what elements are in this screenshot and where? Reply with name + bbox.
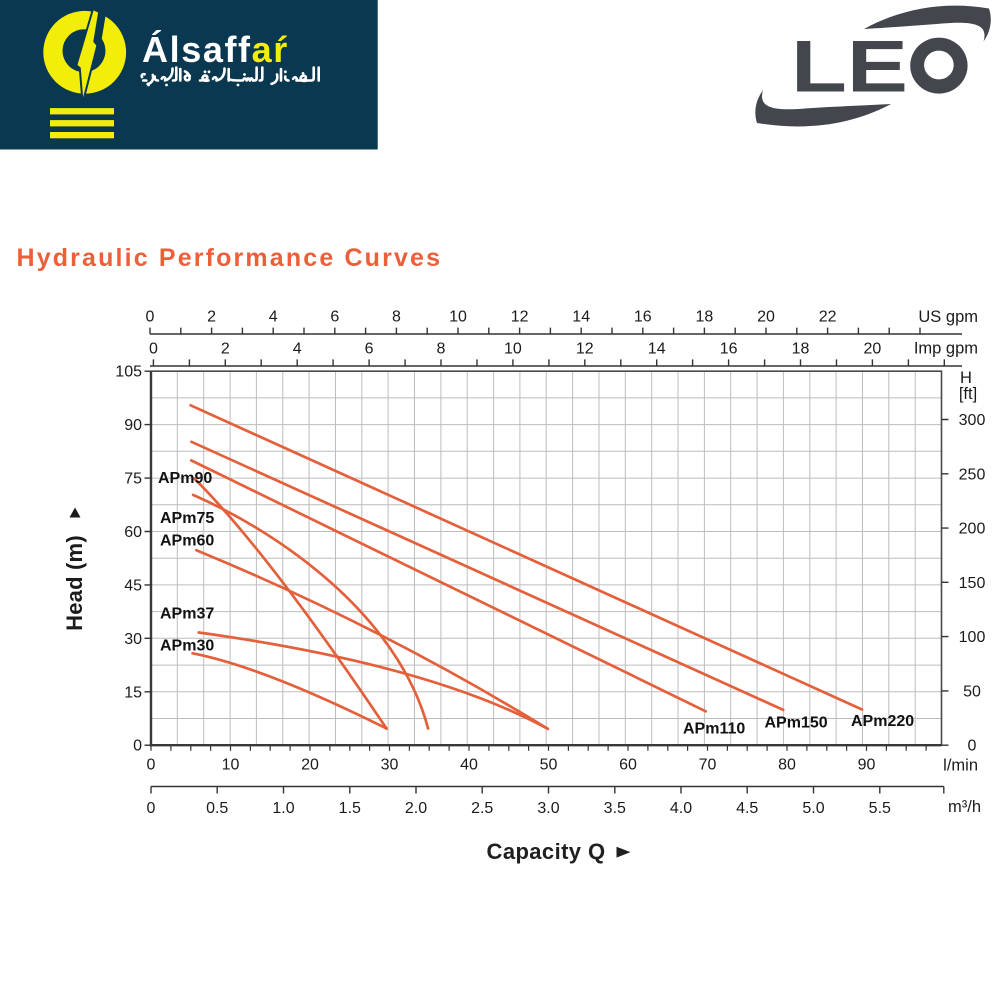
svg-text:[ft]: [ft] [959,385,977,403]
svg-text:0: 0 [146,309,155,326]
svg-text:50: 50 [540,757,558,774]
svg-text:APm75: APm75 [160,510,214,527]
svg-text:0: 0 [968,738,977,755]
svg-text:80: 80 [778,757,796,774]
svg-text:Capacity Q: Capacity Q [487,839,606,864]
svg-text:105: 105 [115,364,142,381]
svg-text:18: 18 [792,341,810,358]
svg-text:US gpm: US gpm [918,308,978,326]
svg-text:14: 14 [572,309,590,326]
svg-text:8: 8 [392,309,401,326]
svg-text:16: 16 [720,341,738,358]
svg-text:12: 12 [576,341,594,358]
svg-text:H: H [960,369,972,387]
svg-text:15: 15 [124,684,142,701]
svg-text:30: 30 [124,631,142,648]
svg-text:60: 60 [124,524,142,541]
svg-text:APm150: APm150 [765,715,828,732]
svg-text:22: 22 [819,309,837,326]
svg-text:16: 16 [634,309,652,326]
svg-text:0: 0 [133,738,142,755]
svg-text:APm110: APm110 [683,721,745,738]
svg-text:1.0: 1.0 [272,800,294,817]
svg-text:Álsaffaŕ: Álsaffaŕ [142,29,289,70]
svg-text:250: 250 [959,466,986,483]
svg-text:Imp gpm: Imp gpm [914,340,978,358]
svg-text:8: 8 [437,341,446,358]
svg-text:60: 60 [619,757,637,774]
svg-text:10: 10 [449,309,467,326]
svg-text:APm90: APm90 [158,470,212,487]
svg-text:2.5: 2.5 [471,800,493,817]
svg-text:LE: LE [791,27,908,108]
svg-text:1.5: 1.5 [339,800,361,817]
svg-text:90: 90 [124,417,142,434]
svg-text:45: 45 [124,577,142,594]
svg-text:20: 20 [864,341,882,358]
svg-text:APm220: APm220 [851,713,914,730]
svg-text:18: 18 [696,309,714,326]
svg-text:6: 6 [330,309,339,326]
svg-text:0: 0 [147,800,156,817]
svg-text:4.0: 4.0 [670,800,692,817]
svg-text:0: 0 [149,341,158,358]
svg-text:70: 70 [699,757,717,774]
svg-text:10: 10 [504,341,522,358]
svg-text:4: 4 [293,341,302,358]
svg-text:20: 20 [757,309,775,326]
svg-text:m³/h: m³/h [948,798,981,816]
svg-text:2: 2 [207,309,216,326]
svg-text:l/min: l/min [943,757,978,775]
svg-text:40: 40 [460,757,478,774]
svg-text:10: 10 [222,757,240,774]
svg-text:300: 300 [959,412,986,429]
svg-text:90: 90 [858,757,876,774]
svg-text:Hydraulic Performance Curves: Hydraulic Performance Curves [17,244,443,272]
svg-text:200: 200 [959,521,986,538]
svg-text:APm60: APm60 [160,533,214,550]
svg-text:4.5: 4.5 [736,800,758,817]
svg-text:3.0: 3.0 [537,800,559,817]
svg-text:4: 4 [269,309,278,326]
svg-text:0: 0 [147,757,156,774]
svg-text:0.5: 0.5 [206,800,228,817]
svg-text:75: 75 [124,471,142,488]
svg-text:6: 6 [365,341,374,358]
svg-text:14: 14 [648,341,666,358]
svg-text:2: 2 [221,341,230,358]
svg-text:5.0: 5.0 [802,800,824,817]
svg-text:3.5: 3.5 [604,800,626,817]
svg-text:APm37: APm37 [160,606,214,623]
svg-text:20: 20 [301,757,319,774]
svg-text:APm30: APm30 [160,638,214,655]
svg-text:30: 30 [381,757,399,774]
svg-text:50: 50 [963,683,981,700]
svg-text:Head (m): Head (m) [62,535,87,631]
svg-text:2.0: 2.0 [405,800,427,817]
svg-text:100: 100 [959,629,986,646]
svg-text:150: 150 [959,575,986,592]
svg-text:12: 12 [511,309,529,326]
svg-text:5.5: 5.5 [869,800,891,817]
